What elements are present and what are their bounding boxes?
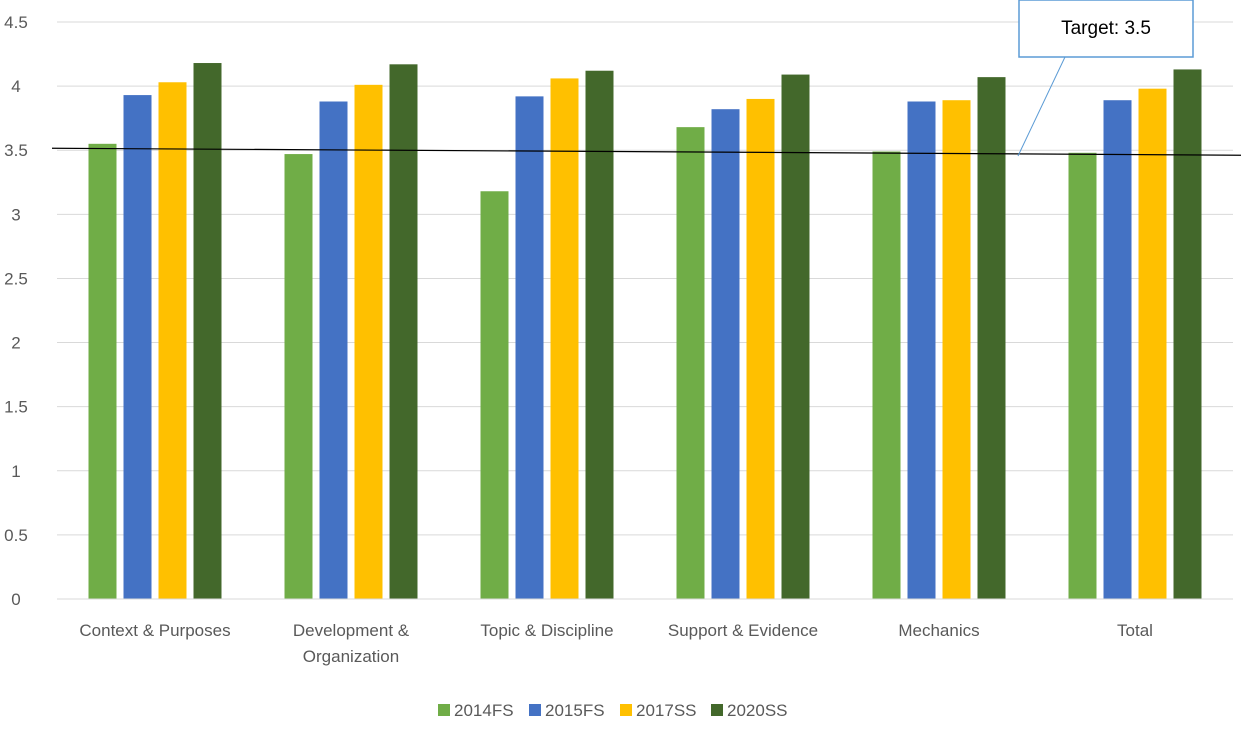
bar-2014FS-1 [284, 154, 313, 599]
y-tick-label: 1 [11, 462, 20, 481]
x-tick-label-line: Total [1117, 621, 1153, 640]
target-line [51, 147, 1241, 156]
bar-2017SS-3 [746, 98, 775, 599]
x-tick-label: Development & Organization [293, 621, 410, 666]
bar-2015FS-5 [1103, 100, 1132, 600]
bar-2015FS-0 [123, 95, 152, 599]
y-tick-label: 3.5 [4, 141, 28, 160]
x-axis-tick-labels: Context & Purposes Development & Organizat… [79, 621, 1153, 666]
x-tick-label-line: Context & Purposes [79, 621, 230, 640]
y-tick-label: 3 [11, 205, 20, 224]
bar-2015FS-4 [907, 101, 936, 600]
legend-label: 2017SS [636, 701, 697, 720]
bar-2020SS-3 [781, 74, 810, 600]
legend-label: 2020SS [727, 701, 788, 720]
bar-2014FS-0 [88, 143, 117, 600]
x-tick-label-line: Mechanics [898, 621, 979, 640]
annotation-box [1018, 0, 1194, 58]
legend-swatch-2017SS [620, 704, 632, 716]
legend-label: 2014FS [454, 701, 514, 720]
bar-2017SS-0 [158, 82, 187, 599]
legend-swatch-2015FS [529, 704, 541, 716]
bar-2014FS-4 [872, 151, 901, 599]
y-tick-label: 1.5 [4, 398, 28, 417]
bar-2017SS-4 [942, 100, 971, 600]
bar-2015FS-3 [711, 109, 740, 600]
x-tick-label: Topic & Discipline [480, 621, 613, 640]
bar-2014FS-2 [480, 191, 509, 599]
bar-2020SS-1 [389, 64, 418, 599]
x-tick-label-line: Topic & Discipline [480, 621, 613, 640]
annotation-text: Target: 3.5 [1061, 18, 1151, 39]
x-tick-label-line: Organization [303, 647, 399, 666]
x-tick-label-line: Support & Evidence [668, 621, 818, 640]
bars [88, 63, 1202, 600]
x-tick-label: Mechanics [898, 621, 979, 640]
bar-2014FS-3 [676, 127, 705, 600]
y-tick-label: 2 [11, 334, 20, 353]
bar-2017SS-5 [1138, 88, 1167, 600]
bar-2015FS-1 [319, 101, 348, 600]
bar-2015FS-2 [515, 96, 544, 599]
y-axis-tick-labels: 0 0.5 1 1.5 2 2.5 3 3.5 4 4.5 [4, 13, 28, 609]
legend: 2014FS 2015FS 2017SS 2020SS [438, 701, 788, 720]
bar-2020SS-0 [193, 63, 222, 599]
bar-2017SS-1 [354, 84, 383, 600]
gridlines [57, 21, 1233, 536]
x-tick-label-line: Development & [293, 621, 410, 640]
y-tick-label: 0 [11, 590, 20, 609]
annotation-callout-line [1017, 56, 1066, 157]
y-tick-label: 0.5 [4, 526, 28, 545]
x-tick-label: Support & Evidence [668, 621, 818, 640]
x-tick-label: Total [1117, 621, 1153, 640]
bar-2017SS-2 [550, 78, 579, 599]
legend-label: 2015FS [545, 701, 605, 720]
y-tick-label: 4 [11, 77, 20, 96]
bar-2014FS-5 [1068, 152, 1097, 599]
bar-2020SS-5 [1173, 69, 1202, 600]
bar-2020SS-2 [585, 70, 614, 600]
x-tick-label: Context & Purposes [79, 621, 230, 640]
legend-swatch-2014FS [438, 704, 450, 716]
y-tick-label: 4.5 [4, 13, 28, 32]
bar-2020SS-4 [977, 77, 1006, 599]
y-tick-label: 2.5 [4, 269, 28, 288]
legend-swatch-2020SS [711, 704, 723, 716]
target-annotation: Target: 3.5 [1017, 0, 1194, 157]
